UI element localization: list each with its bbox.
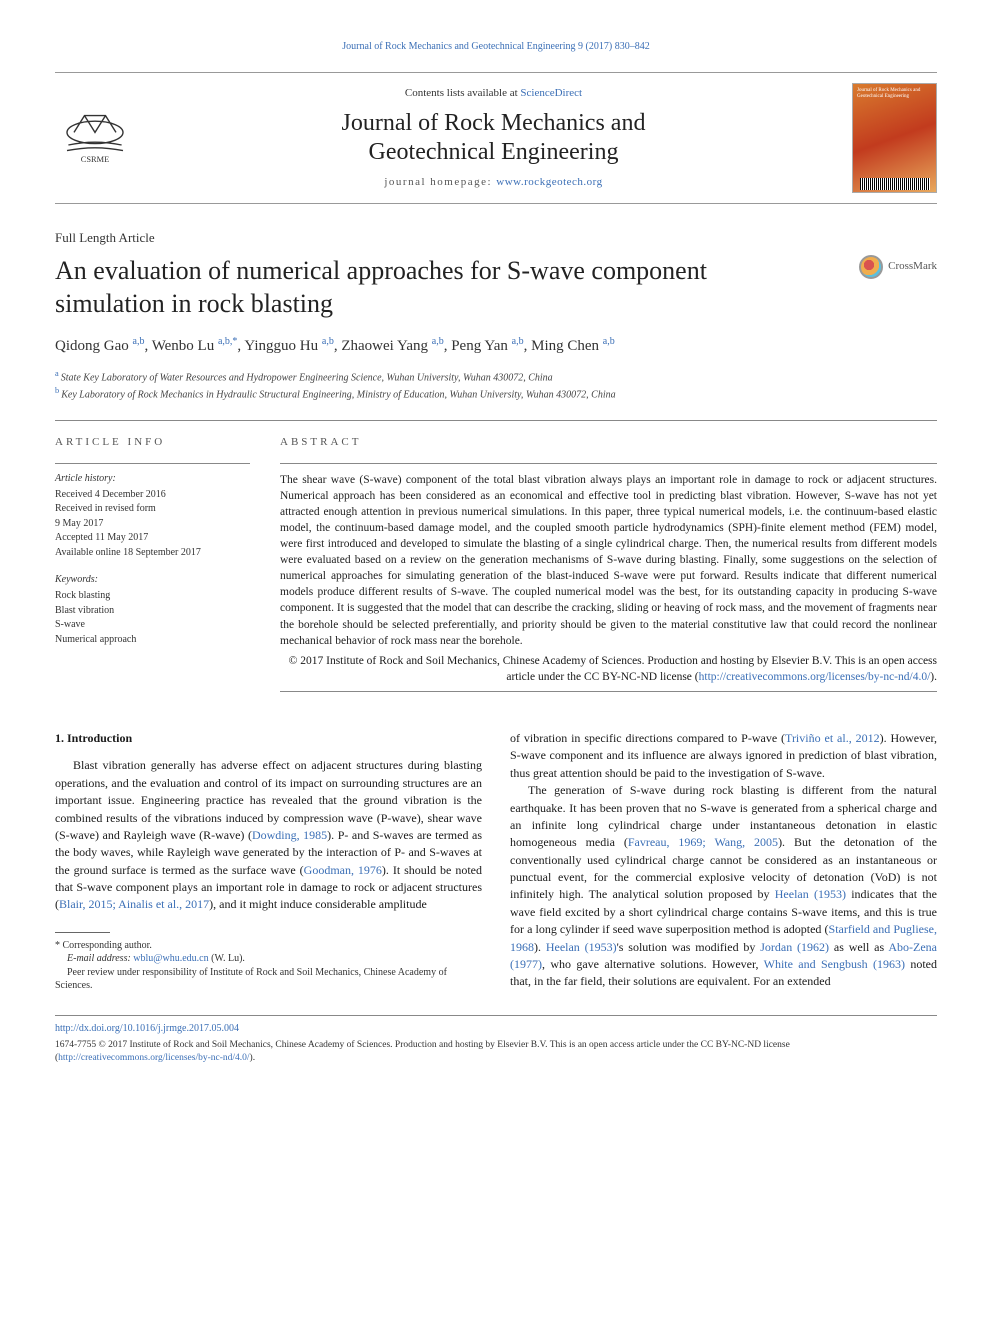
running-citation: Journal of Rock Mechanics and Geotechnic…: [55, 40, 937, 54]
history-item: 9 May 2017: [55, 517, 250, 531]
citation-link[interactable]: Triviño et al., 2012: [785, 731, 880, 745]
journal-homepage: journal homepage: www.rockgeotech.org: [135, 175, 852, 190]
author: Ming Chen a,b: [531, 338, 615, 354]
keywords-label: Keywords:: [55, 573, 250, 587]
keyword: Numerical approach: [55, 633, 250, 647]
license-link[interactable]: http://creativecommons.org/licenses/by-n…: [699, 671, 931, 683]
section-heading-intro: 1. Introduction: [55, 730, 482, 747]
column-right: of vibration in specific directions comp…: [510, 730, 937, 993]
citation-link[interactable]: Heelan (1953): [775, 887, 846, 901]
column-left: 1. Introduction Blast vibration generall…: [55, 730, 482, 993]
affiliations: a State Key Laboratory of Water Resource…: [55, 368, 937, 403]
author: Zhaowei Yang a,b: [341, 338, 443, 354]
crossmark-icon: [859, 255, 883, 279]
history-item: Received in revised form: [55, 502, 250, 516]
crossmark-badge[interactable]: CrossMark: [859, 255, 937, 279]
doi-link[interactable]: http://dx.doi.org/10.1016/j.jrmge.2017.0…: [55, 1022, 937, 1036]
affiliation: b Key Laboratory of Rock Mechanics in Hy…: [55, 385, 937, 402]
abstract-text: The shear wave (S-wave) component of the…: [280, 472, 937, 649]
author: Peng Yan a,b: [451, 338, 523, 354]
bottom-license: 1674-7755 © 2017 Institute of Rock and S…: [55, 1039, 937, 1065]
keyword: S-wave: [55, 618, 250, 632]
sciencedirect-link[interactable]: ScienceDirect: [520, 87, 582, 99]
history-label: Article history:: [55, 472, 250, 486]
corresponding-email-link[interactable]: wblu@whu.edu.cn: [133, 953, 208, 964]
article-info-sidebar: ARTICLE INFO Article history: Received 4…: [55, 435, 250, 692]
keyword: Blast vibration: [55, 604, 250, 618]
journal-title: Journal of Rock Mechanics and Geotechnic…: [135, 109, 852, 167]
citation-link[interactable]: Blair, 2015; Ainalis et al., 2017: [59, 897, 209, 911]
citation-link[interactable]: Heelan (1953): [546, 940, 617, 954]
keyword: Rock blasting: [55, 589, 250, 603]
abstract-section: ABSTRACT The shear wave (S-wave) compone…: [280, 435, 937, 692]
citation-link[interactable]: White and Sengbush (1963): [764, 957, 905, 971]
svg-text:CSRME: CSRME: [81, 155, 109, 164]
contents-available: Contents lists available at ScienceDirec…: [135, 86, 852, 101]
peer-review-note: Peer review under responsibility of Inst…: [55, 966, 482, 993]
affiliation: a State Key Laboratory of Water Resource…: [55, 368, 937, 385]
history-item: Available online 18 September 2017: [55, 546, 250, 560]
body-text: 1. Introduction Blast vibration generall…: [55, 730, 937, 993]
society-logo: CSRME: [55, 98, 135, 178]
author: Qidong Gao a,b: [55, 338, 144, 354]
corresponding-author-note: * Corresponding author.: [55, 939, 482, 953]
bottom-rule: [55, 1015, 937, 1016]
rule: [55, 420, 937, 421]
citation-link[interactable]: Favreau, 1969; Wang, 2005: [628, 835, 778, 849]
article-type: Full Length Article: [55, 229, 155, 247]
abstract-heading: ABSTRACT: [280, 435, 937, 450]
citation-link[interactable]: Goodman, 1976: [304, 863, 382, 877]
footnote-rule: [55, 932, 110, 933]
author: Yingguo Hu a,b: [244, 338, 333, 354]
citation-link[interactable]: Jordan (1962): [760, 940, 829, 954]
history-item: Received 4 December 2016: [55, 488, 250, 502]
masthead: CSRME Contents lists available at Scienc…: [55, 72, 937, 204]
article-title: An evaluation of numerical approaches fo…: [55, 255, 815, 320]
abstract-copyright: © 2017 Institute of Rock and Soil Mechan…: [280, 653, 937, 685]
homepage-link[interactable]: www.rockgeotech.org: [496, 176, 602, 188]
history-item: Accepted 11 May 2017: [55, 531, 250, 545]
bottom-license-link[interactable]: http://creativecommons.org/licenses/by-n…: [58, 1053, 249, 1063]
journal-cover-thumbnail: Journal of Rock Mechanics and Geotechnic…: [852, 83, 937, 193]
authors-list: Qidong Gao a,b, Wenbo Lu a,b,*, Yingguo …: [55, 334, 937, 358]
citation-link[interactable]: Dowding, 1985: [252, 828, 327, 842]
article-info-heading: ARTICLE INFO: [55, 435, 250, 450]
author: Wenbo Lu a,b,*: [152, 338, 238, 354]
footnotes: * Corresponding author. E-mail address: …: [55, 939, 482, 993]
